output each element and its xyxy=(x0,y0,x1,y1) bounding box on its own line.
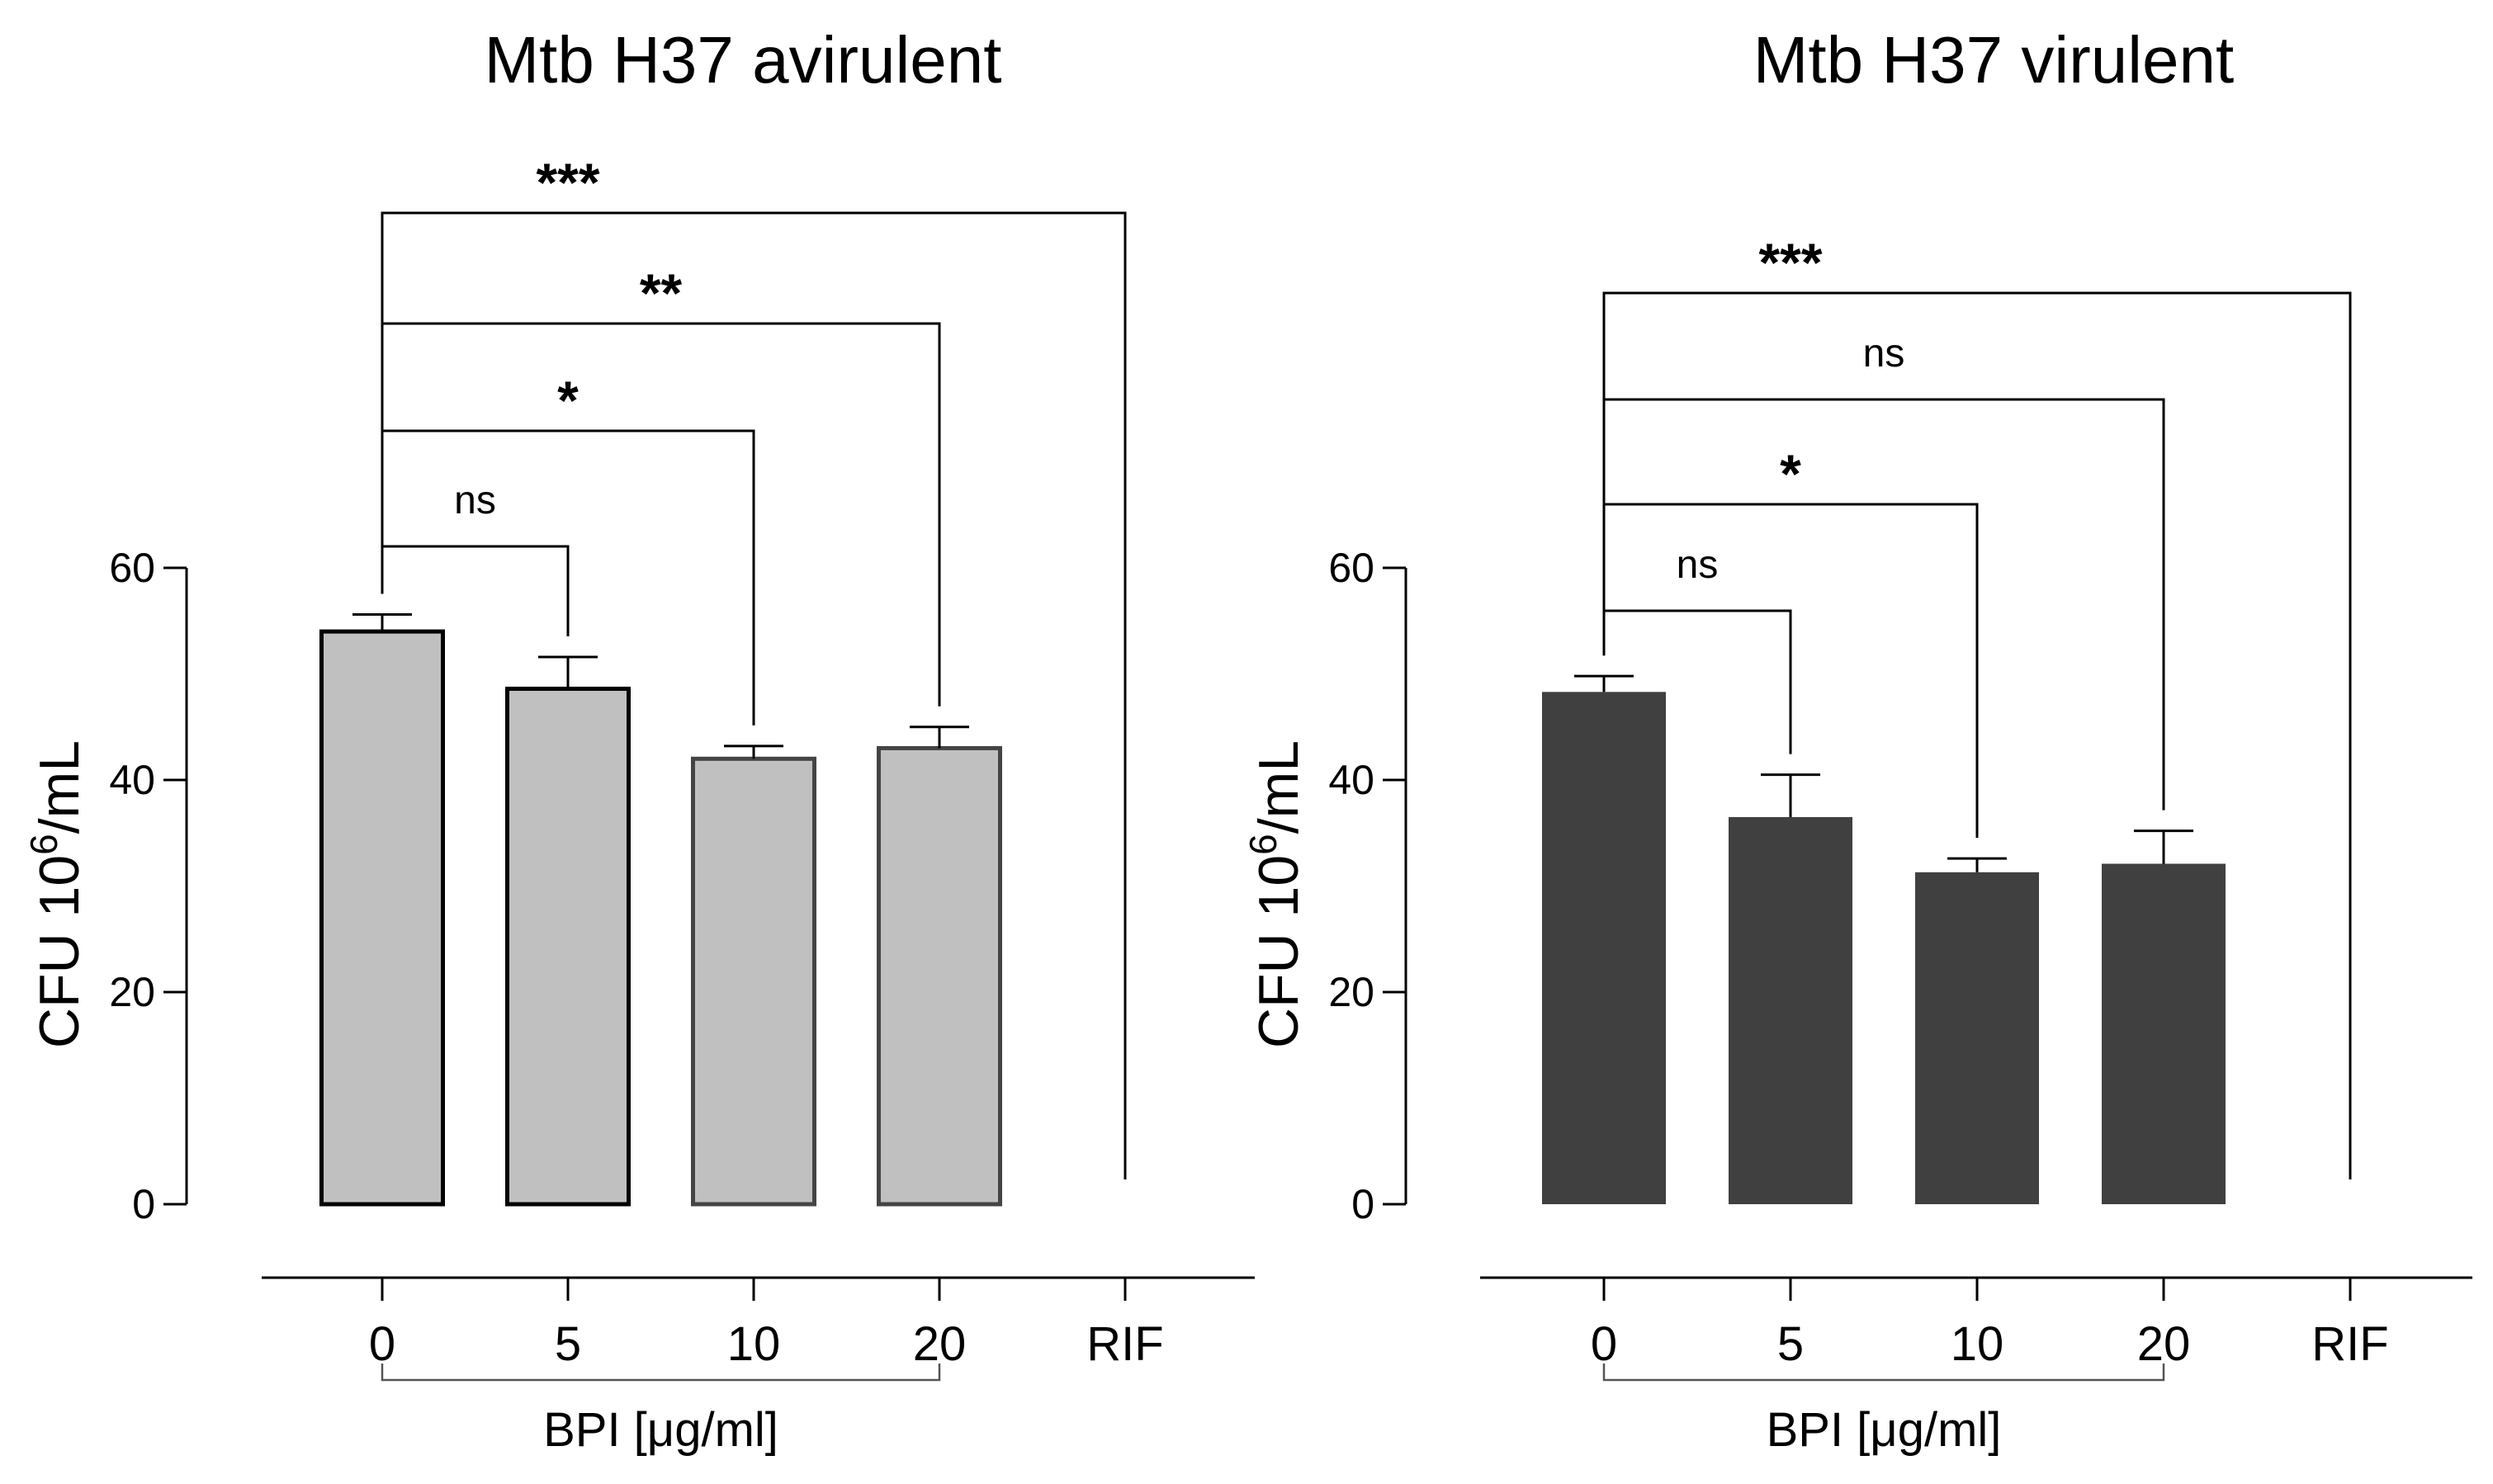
y-tick-label: 0 xyxy=(132,1181,155,1227)
x-tick-label-5: 5 xyxy=(1777,1317,1804,1371)
y-axis-label-unit: /mL xyxy=(28,740,91,834)
y-tick-label: 40 xyxy=(1328,757,1374,803)
bar-5 xyxy=(1729,816,1852,1204)
bar-20 xyxy=(877,745,1002,1207)
significance-label: * xyxy=(557,370,579,431)
bar-20 xyxy=(2102,863,2226,1204)
significance-label: * xyxy=(1780,443,1801,504)
bar-10 xyxy=(691,756,816,1207)
x-tick-label-10: 10 xyxy=(1951,1317,2004,1371)
significance-label: *** xyxy=(536,152,599,213)
x-tick-label-RIF: RIF xyxy=(1086,1317,1163,1371)
significance-bracket xyxy=(381,545,570,636)
group-bracket xyxy=(1602,1363,2165,1382)
significance-label: *** xyxy=(1758,232,1822,293)
significance-label: ns xyxy=(1677,543,1719,587)
chart-title: Mtb H37 avirulent xyxy=(485,23,1002,97)
y-axis-label: CFU 106/mL xyxy=(1242,740,1310,1048)
panel-virulent: Mtb H37 virulent 0 20 40 60 CFU 106/mL 0 5 10 20 R… xyxy=(1242,23,2472,1457)
bar-0 xyxy=(1542,692,1666,1204)
bar-0 xyxy=(319,629,445,1207)
y-tick-label: 60 xyxy=(109,545,155,591)
group-bracket xyxy=(381,1363,941,1382)
y-tick-label: 0 xyxy=(1351,1181,1374,1227)
x-tick-label-20: 20 xyxy=(913,1317,967,1371)
y-axis-label-exponent: 6 xyxy=(1242,834,1284,855)
x-tick-label-RIF: RIF xyxy=(2311,1317,2388,1371)
y-axis-label: CFU 106/mL xyxy=(22,740,91,1048)
x-tick-label-0: 0 xyxy=(369,1317,395,1371)
y-axis-label-base: CFU 10 xyxy=(28,855,91,1048)
significance-bracket xyxy=(1602,398,2165,811)
chart-title: Mtb H37 virulent xyxy=(1753,23,2234,97)
x-axis-label: BPI [μg/ml] xyxy=(543,1403,778,1457)
x-tick-label-0: 0 xyxy=(1591,1317,1617,1371)
bar-5 xyxy=(505,686,631,1207)
y-tick-label: 20 xyxy=(1328,969,1374,1015)
y-axis-label-unit: /mL xyxy=(1247,740,1310,834)
significance-label: ** xyxy=(640,262,683,324)
bar-10 xyxy=(1915,872,2039,1204)
y-tick-label: 60 xyxy=(1328,545,1374,591)
y-tick-label: 20 xyxy=(109,969,155,1015)
x-tick-label-5: 5 xyxy=(555,1317,581,1371)
y-axis-label-base: CFU 10 xyxy=(1247,855,1310,1048)
panel-avirulent: Mtb H37 avirulent 0 20 40 60 CFU 106/mL 0 5 10 20… xyxy=(22,23,1255,1457)
y-tick-label: 40 xyxy=(109,757,155,803)
significance-bracket xyxy=(381,211,1127,1179)
significance-label: ns xyxy=(1863,332,1905,376)
x-tick-label-20: 20 xyxy=(2137,1317,2191,1371)
x-axis-label: BPI [μg/ml] xyxy=(1767,1403,2002,1457)
y-axis-label-exponent: 6 xyxy=(22,834,65,855)
x-tick-label-10: 10 xyxy=(727,1317,781,1371)
significance-label: ns xyxy=(454,479,496,522)
significance-bracket xyxy=(1602,291,2352,1179)
